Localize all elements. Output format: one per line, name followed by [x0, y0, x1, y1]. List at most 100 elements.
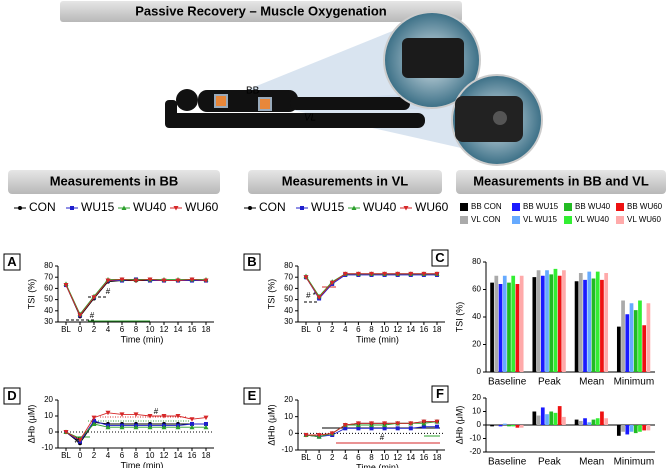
x-tick-label: 10 — [146, 451, 155, 460]
x-tick-label: 14 — [174, 451, 183, 460]
x-axis-label: Time (min) — [121, 460, 164, 468]
significance-lines — [66, 286, 440, 444]
bar — [600, 411, 604, 425]
y-axis-label: TSI (%) — [454, 302, 464, 333]
section-box — [456, 170, 666, 194]
marker — [70, 206, 74, 210]
legend-label: WU60 — [185, 200, 219, 214]
x-tick-label: BL — [301, 325, 311, 334]
bar — [604, 273, 609, 372]
legend-swatch — [460, 216, 468, 224]
panel-letter: A — [7, 254, 17, 269]
legend-label: WU40 — [133, 200, 167, 214]
bar — [591, 419, 596, 425]
legend-label: WU15 — [81, 200, 115, 214]
bar — [583, 418, 587, 425]
series-line — [65, 278, 206, 316]
marker — [133, 424, 139, 430]
marker — [92, 418, 96, 423]
y-tick-label: 80 — [472, 257, 481, 266]
bar — [578, 273, 583, 372]
bar — [507, 425, 511, 427]
bar — [536, 415, 541, 425]
x-tick-label: 4 — [343, 325, 348, 334]
y-tick-label: 40 — [284, 306, 293, 315]
bar — [502, 423, 507, 425]
bar — [511, 425, 516, 427]
bar — [511, 275, 516, 372]
bar — [532, 411, 537, 425]
marker — [395, 421, 401, 426]
bar — [507, 282, 511, 372]
y-tick-label: 40 — [472, 312, 481, 321]
bar — [621, 300, 625, 372]
marker — [355, 271, 361, 277]
legend-label: CON — [259, 200, 286, 214]
y-tick-label: 0 — [289, 428, 294, 437]
x-tick-label: Mean — [579, 457, 604, 468]
x-tick-label: Baseline — [488, 377, 527, 388]
x-tick-label: Peak — [538, 377, 562, 388]
x-tick-label: Mean — [579, 377, 604, 388]
bar — [557, 406, 562, 425]
bar — [519, 275, 524, 372]
bar — [633, 310, 638, 372]
x-tick-label: 2 — [330, 453, 335, 462]
x-axis-label: Time (min) — [356, 334, 399, 344]
x-tick-label: 2 — [92, 451, 97, 460]
panel-letter-box — [431, 249, 449, 267]
x-tick-label: 18 — [433, 325, 442, 334]
illustration — [165, 11, 543, 166]
x-tick-label: 10 — [380, 325, 389, 334]
panel-letter: E — [248, 388, 257, 403]
marker — [382, 426, 387, 431]
y-tick-label: 50 — [284, 295, 293, 304]
bar — [515, 425, 520, 428]
marker — [190, 422, 194, 426]
section-box — [248, 170, 442, 194]
x-tick-label: 16 — [188, 451, 197, 460]
marker — [329, 431, 335, 436]
marker — [343, 426, 348, 431]
x-tick-label: 18 — [433, 453, 442, 462]
marker — [408, 271, 414, 277]
legend-swatch — [616, 203, 624, 211]
marker — [119, 277, 125, 282]
bar — [490, 282, 494, 372]
legend-swatch — [512, 203, 520, 211]
series-line — [65, 278, 207, 317]
annotation: # — [75, 436, 80, 445]
marker — [395, 426, 400, 431]
marker — [91, 295, 97, 300]
marker — [329, 280, 335, 286]
marker — [403, 206, 409, 211]
x-tick-label: 16 — [419, 325, 428, 334]
x-tick-label: BL — [61, 325, 71, 334]
bb-label: BB — [246, 86, 260, 97]
marker — [203, 278, 209, 284]
bar — [545, 414, 549, 425]
x-tick-label: Minimum — [614, 457, 655, 468]
legend-label: WU60 — [415, 200, 449, 214]
bar — [557, 275, 562, 372]
marker — [351, 205, 357, 210]
bar — [549, 274, 554, 372]
y-tick-label: 70 — [44, 272, 53, 281]
marker — [369, 271, 374, 277]
marker — [91, 415, 97, 421]
bar — [502, 275, 507, 372]
x-tick-label: 12 — [393, 453, 402, 462]
y-tick-label: 80 — [44, 261, 53, 270]
marker — [369, 426, 374, 431]
bar — [625, 425, 630, 435]
legend-label: VL WU40 — [575, 215, 609, 224]
legend-swatch — [564, 216, 572, 224]
panel-letter-box — [431, 385, 449, 403]
bar — [642, 325, 647, 372]
marker — [173, 206, 179, 211]
panel-letter: F — [436, 386, 444, 401]
marker — [161, 424, 167, 430]
panel-letter-box — [243, 387, 261, 405]
y-tick-label: 30 — [44, 317, 53, 326]
